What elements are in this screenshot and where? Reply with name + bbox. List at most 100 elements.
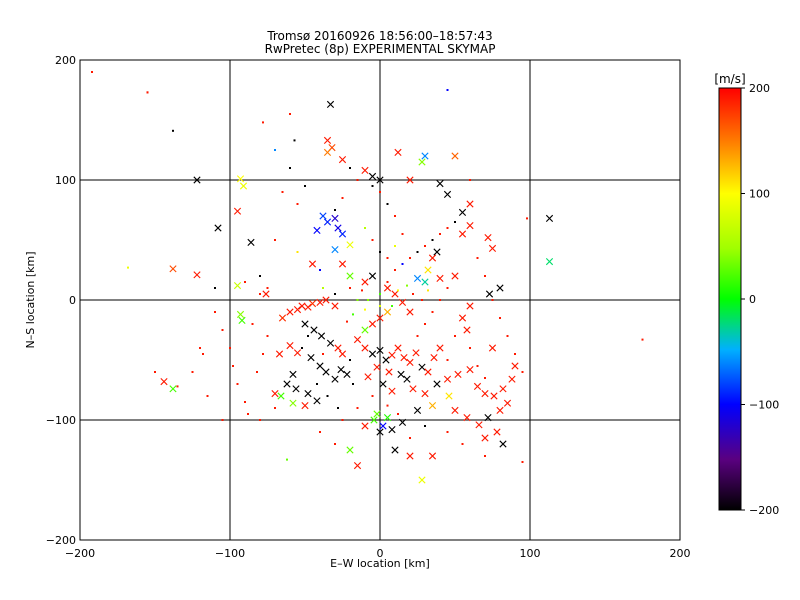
data-point-cross [418, 363, 426, 371]
x-axis-ticks: −200 −100 0 100 200 [65, 60, 691, 560]
data-point-cross [326, 339, 335, 347]
data-point-dot [427, 289, 429, 292]
data-point-dot [469, 347, 471, 349]
data-point-cross [421, 390, 429, 398]
data-point-dot [349, 287, 351, 289]
data-point-cross [283, 380, 291, 388]
data-point-cross [433, 248, 441, 256]
data-point-cross [484, 234, 492, 242]
data-point-dot [289, 113, 291, 115]
data-point-cross [331, 214, 339, 222]
data-point-cross [485, 290, 494, 298]
data-point-dot [364, 227, 366, 229]
data-point-cross [346, 272, 354, 280]
colorbar-ticks: 200 100 0 −100 −200 [741, 82, 779, 517]
colorbar-tick-label: −200 [749, 504, 779, 517]
data-point-cross [293, 306, 302, 314]
data-point-dot [491, 299, 494, 301]
x-tick-label: −200 [65, 547, 95, 560]
data-point-cross [214, 224, 222, 232]
data-point-dot [316, 383, 318, 385]
data-point-cross [406, 358, 414, 366]
data-point-cross [398, 418, 407, 426]
data-point-cross [466, 366, 474, 374]
data-point-cross [368, 172, 377, 180]
data-point-cross [391, 290, 399, 298]
data-point-cross [458, 230, 467, 238]
data-point-cross [286, 308, 294, 316]
data-point-dot [446, 287, 449, 289]
data-point-cross [413, 274, 422, 282]
data-point-dot [337, 407, 339, 409]
data-point-cross [379, 380, 387, 388]
data-point-dot [202, 353, 204, 355]
data-point-dot [446, 227, 449, 229]
y-tick-label: −100 [46, 414, 76, 427]
data-point-dot [286, 458, 288, 461]
data-point-dot [397, 289, 399, 292]
data-point-cross [382, 356, 390, 364]
data-point-cross [322, 296, 330, 304]
data-point-cross [236, 175, 245, 183]
data-point-cross [293, 349, 302, 357]
data-point-cross [484, 414, 492, 422]
data-point-cross [451, 406, 459, 414]
colorbar-unit-label: [m/s] [714, 72, 745, 86]
data-point-cross [376, 428, 384, 436]
data-point-cross [436, 180, 444, 188]
data-point-dot [371, 395, 374, 397]
colorbar [718, 87, 742, 511]
data-point-cross [443, 375, 452, 383]
data-point-cross [373, 410, 381, 418]
data-point-dot [439, 299, 441, 301]
data-point-dot [154, 371, 156, 373]
x-tick-label: 0 [377, 547, 384, 560]
data-point-cross [488, 244, 497, 252]
data-points [91, 71, 644, 484]
data-point-dot [424, 323, 426, 325]
data-point-cross [481, 390, 489, 398]
data-point-cross [545, 214, 554, 222]
data-point-cross [169, 385, 177, 393]
data-point-cross [301, 402, 309, 410]
data-point-cross [394, 344, 402, 352]
data-point-dot [386, 281, 389, 283]
y-tick-label: −200 [46, 534, 76, 547]
y-tick-label: 200 [55, 54, 76, 67]
data-point-cross [373, 363, 381, 371]
data-point-cross [466, 200, 474, 208]
data-point-dot [406, 284, 408, 287]
y-tick-label: 0 [69, 294, 76, 307]
data-point-cross [247, 238, 255, 246]
data-point-dot [412, 293, 414, 295]
data-point-cross [353, 462, 362, 470]
data-point-dot [446, 359, 449, 361]
data-point-dot [274, 149, 276, 151]
data-point-dot [379, 293, 381, 295]
data-point-dot [356, 179, 359, 181]
data-point-dot [454, 335, 456, 337]
data-point-cross [307, 354, 315, 362]
data-point-cross [343, 370, 351, 378]
data-point-cross [413, 406, 422, 414]
data-point-dot [431, 239, 434, 241]
data-point-cross [436, 274, 444, 282]
chart-title-line2: RwPretec (8p) EXPERIMENTAL SKYMAP [265, 42, 496, 56]
data-point-dot [461, 443, 464, 445]
data-point-cross [278, 314, 287, 322]
data-point-dot [221, 329, 224, 331]
data-point-cross [233, 207, 242, 215]
data-point-cross [308, 300, 317, 308]
data-point-dot [371, 239, 374, 241]
data-point-dot [352, 383, 354, 385]
data-point-dot [506, 335, 509, 337]
data-point-cross [391, 446, 399, 454]
data-point-cross [388, 387, 396, 395]
data-point-dot [296, 203, 299, 205]
data-point-dot [214, 287, 216, 289]
data-point-dot [274, 407, 276, 409]
data-point-dot [416, 251, 419, 253]
y-tick-label: 100 [55, 174, 76, 187]
data-point-cross [458, 208, 467, 216]
data-point-dot [386, 404, 389, 407]
